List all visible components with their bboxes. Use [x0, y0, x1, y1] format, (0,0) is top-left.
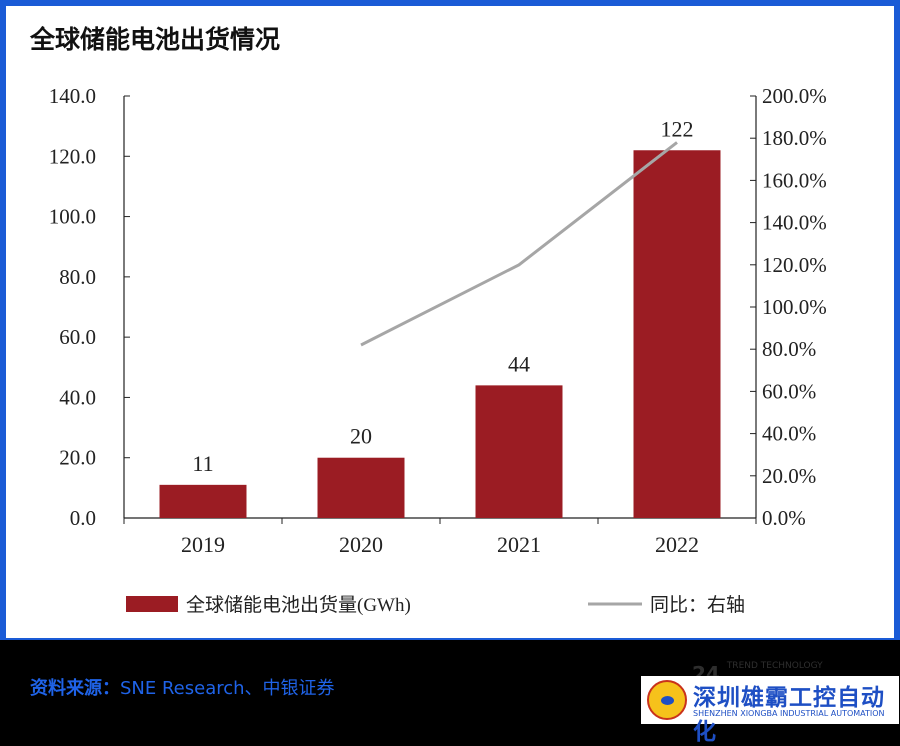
x-tick-label: 2021: [497, 532, 541, 557]
company-logo-icon: [647, 680, 687, 720]
yoy-line: [360, 141, 678, 347]
y-left-tick-label: 60.0: [59, 325, 96, 349]
bar: [633, 150, 721, 518]
y-right-tick-label: 200.0%: [762, 84, 827, 108]
y-right-tick-label: 60.0%: [762, 379, 816, 403]
legend-line-label: 同比：右轴: [650, 594, 745, 616]
bar-data-label: 44: [508, 351, 530, 376]
x-tick-label: 2022: [655, 532, 699, 557]
source-label: 资料来源：: [30, 678, 120, 699]
y-right-tick-label: 180.0%: [762, 126, 827, 150]
y-right-tick-label: 80.0%: [762, 337, 816, 361]
bar: [475, 385, 563, 518]
y-left-tick-label: 140.0: [49, 84, 96, 108]
legend-bar-swatch: [126, 596, 178, 612]
y-right-tick-label: 40.0%: [762, 422, 816, 446]
x-tick-label: 2020: [339, 532, 383, 557]
y-left-tick-label: 20.0: [59, 446, 96, 470]
chart-panel: [6, 6, 894, 638]
y-left-tick-label: 100.0: [49, 205, 96, 229]
watermark-sub: TREND TECHNOLOGY: [726, 661, 823, 671]
y-right-tick-label: 120.0%: [762, 253, 827, 277]
y-right-tick-label: 20.0%: [762, 464, 816, 488]
y-right-tick-label: 100.0%: [762, 295, 827, 319]
y-right-tick-label: 160.0%: [762, 168, 827, 192]
company-badge: 深圳雄霸工控自动化 SHENZHEN XIONGBA INDUSTRIAL AU…: [641, 676, 899, 745]
y-left-tick-label: 40.0: [59, 385, 96, 409]
company-english: SHENZHEN XIONGBA INDUSTRIAL AUTOMATION: [693, 709, 885, 718]
bar-data-label: 122: [661, 116, 694, 141]
y-right-tick-label: 0.0%: [762, 506, 806, 530]
chart-svg: 0.0 20.0 40.0 60.0 80.0 100.0 120.0 140.0 0.0% 20…: [49, 84, 827, 616]
y-left-tick-label: 120.0: [49, 144, 96, 168]
bar: [317, 457, 405, 518]
source-text: SNE Research、中银证券: [120, 678, 335, 699]
bar-data-label: 20: [350, 424, 372, 449]
source-note: 资料来源：SNE Research、中银证券: [30, 674, 335, 700]
chart-title: 全球储能电池出货情况: [30, 25, 281, 54]
bar-data-label: 11: [192, 451, 213, 476]
y-left-tick-label: 0.0: [70, 506, 96, 530]
legend-bar-label: 全球储能电池出货量(GWh): [186, 594, 411, 616]
x-tick-label: 2019: [181, 532, 225, 557]
y-right-tick-label: 140.0%: [762, 211, 827, 235]
y-left-tick-label: 80.0: [59, 265, 96, 289]
bar: [159, 484, 247, 518]
